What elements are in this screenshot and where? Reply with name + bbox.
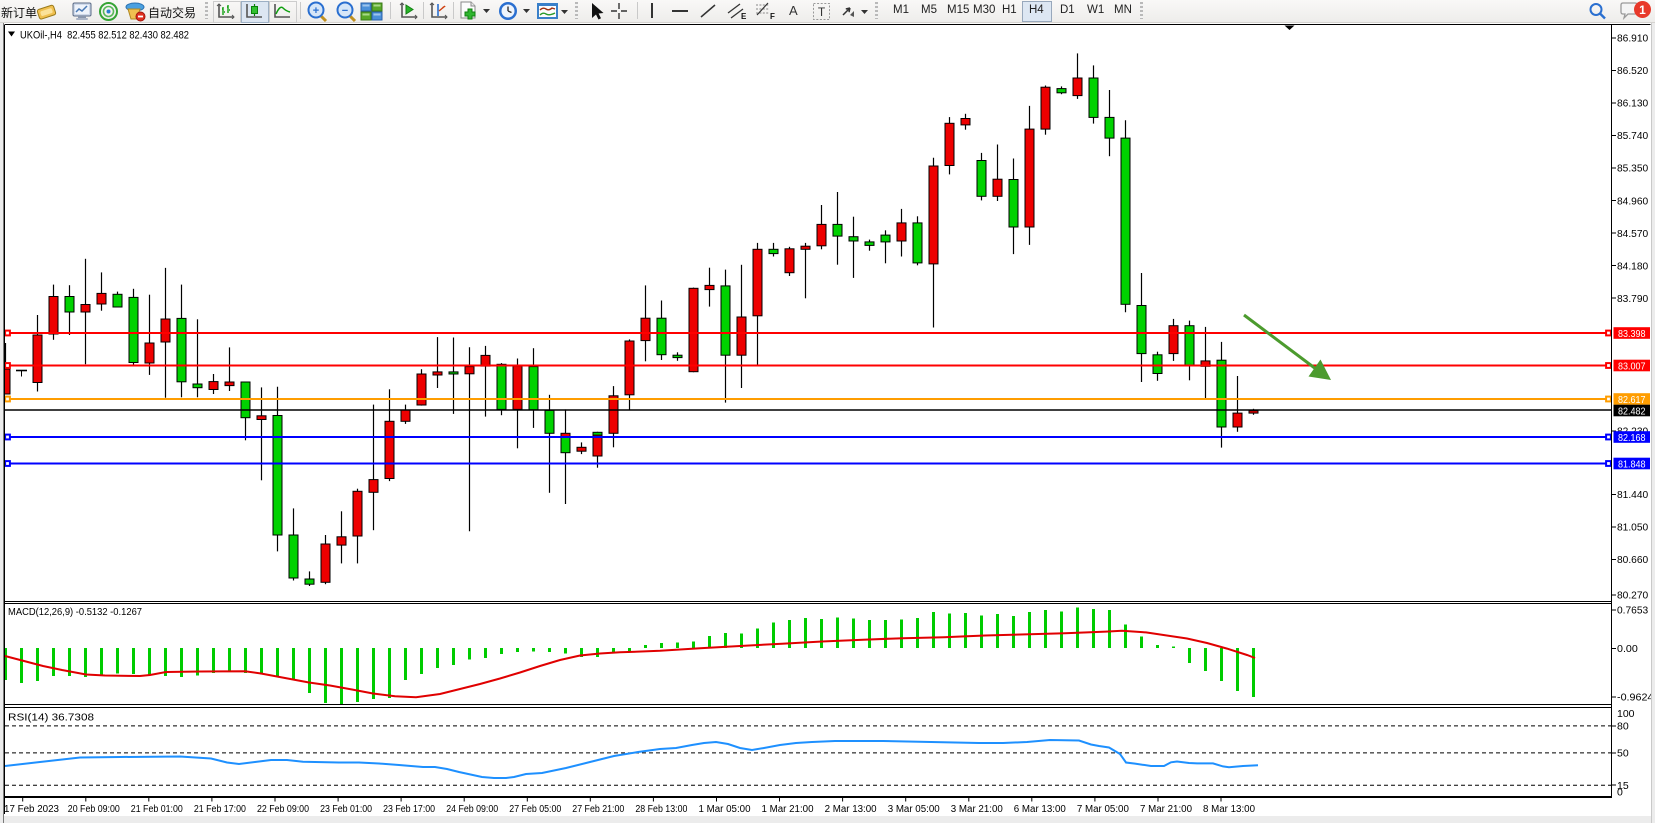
svg-text:85.350: 85.350	[1617, 163, 1648, 175]
svg-text:6 Mar 13:00: 6 Mar 13:00	[1014, 804, 1066, 815]
svg-text:0: 0	[1617, 786, 1623, 798]
svg-text:17 Feb 2023: 17 Feb 2023	[4, 804, 59, 815]
svg-text:MACD(12,26,9) -0.5132 -0.1267: MACD(12,26,9) -0.5132 -0.1267	[8, 606, 142, 618]
svg-text:81.848: 81.848	[1618, 458, 1646, 470]
svg-text:F: F	[770, 12, 775, 20]
svg-text:80.660: 80.660	[1617, 554, 1648, 566]
svg-text:1 Mar 05:00: 1 Mar 05:00	[699, 804, 751, 815]
svg-text:UKOil-,H4 82.455 82.512 82.43: UKOil-,H4 82.455 82.512 82.430 82.482	[20, 30, 189, 42]
svg-text:7 Mar 21:00: 7 Mar 21:00	[1140, 804, 1192, 815]
svg-text:80: 80	[1617, 721, 1629, 733]
svg-text:24 Feb 09:00: 24 Feb 09:00	[446, 804, 498, 815]
svg-text:82.617: 82.617	[1618, 394, 1646, 406]
svg-text:86.520: 86.520	[1617, 65, 1648, 77]
svg-text:1 Mar 21:00: 1 Mar 21:00	[762, 804, 814, 815]
svg-text:81.050: 81.050	[1617, 522, 1648, 534]
svg-text:7 Mar 05:00: 7 Mar 05:00	[1077, 804, 1129, 815]
svg-text:83.790: 83.790	[1617, 293, 1648, 305]
svg-text:2 Mar 13:00: 2 Mar 13:00	[825, 804, 877, 815]
svg-text:3 Mar 05:00: 3 Mar 05:00	[888, 804, 940, 815]
svg-text:1: 1	[1639, 3, 1646, 17]
svg-text:20 Feb 09:00: 20 Feb 09:00	[68, 804, 120, 815]
svg-text:84.960: 84.960	[1617, 195, 1648, 207]
svg-text:86.910: 86.910	[1617, 33, 1648, 45]
svg-text:28 Feb 13:00: 28 Feb 13:00	[635, 804, 687, 815]
svg-text:82.168: 82.168	[1618, 432, 1646, 444]
svg-text:T: T	[818, 5, 826, 19]
svg-text:83.398: 83.398	[1618, 328, 1646, 340]
svg-text:15: 15	[1617, 780, 1629, 792]
svg-text:85.740: 85.740	[1617, 130, 1648, 142]
svg-text:86.130: 86.130	[1617, 98, 1648, 110]
svg-text:−: −	[342, 5, 348, 17]
svg-text:82.482: 82.482	[1618, 405, 1646, 417]
svg-text:RSI(14) 36.7308: RSI(14) 36.7308	[8, 712, 94, 724]
svg-text:0.7653: 0.7653	[1617, 604, 1648, 616]
svg-text:84.570: 84.570	[1617, 228, 1648, 240]
svg-text:23 Feb 01:00: 23 Feb 01:00	[320, 804, 372, 815]
svg-text:21 Feb 01:00: 21 Feb 01:00	[131, 804, 183, 815]
svg-text:50: 50	[1617, 748, 1629, 760]
svg-text:+: +	[313, 5, 319, 17]
svg-text:23 Feb 17:00: 23 Feb 17:00	[383, 804, 435, 815]
svg-text:21 Feb 17:00: 21 Feb 17:00	[194, 804, 246, 815]
svg-text:22 Feb 09:00: 22 Feb 09:00	[257, 804, 309, 815]
svg-text:8 Mar 13:00: 8 Mar 13:00	[1203, 804, 1255, 815]
svg-text:80.270: 80.270	[1617, 590, 1648, 602]
svg-text:E: E	[741, 12, 747, 20]
svg-text:84.180: 84.180	[1617, 260, 1648, 272]
svg-text:27 Feb 05:00: 27 Feb 05:00	[509, 804, 561, 815]
svg-text:27 Feb 21:00: 27 Feb 21:00	[572, 804, 624, 815]
svg-text:3 Mar 21:00: 3 Mar 21:00	[951, 804, 1003, 815]
svg-text:83.007: 83.007	[1618, 360, 1646, 372]
svg-text:81.440: 81.440	[1617, 489, 1648, 501]
svg-text:100: 100	[1617, 708, 1635, 720]
svg-text:0.00: 0.00	[1617, 643, 1638, 655]
svg-text:-0.9624: -0.9624	[1617, 691, 1654, 703]
